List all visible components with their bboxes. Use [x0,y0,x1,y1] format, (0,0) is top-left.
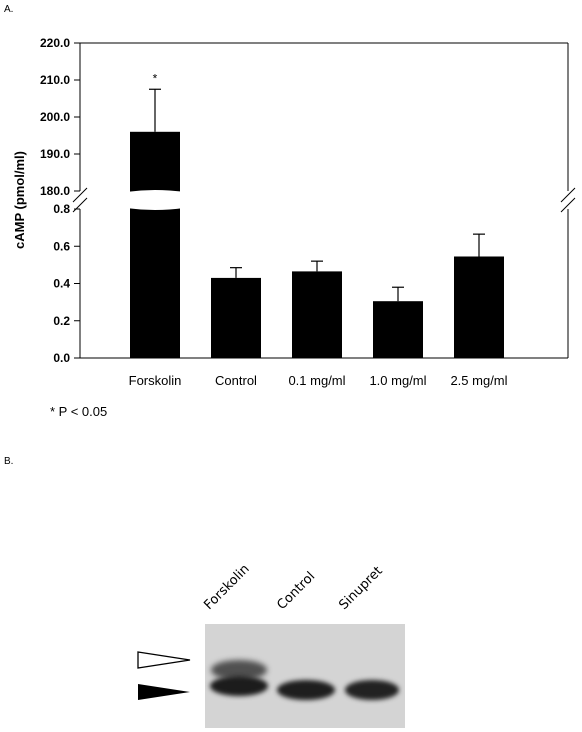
y-tick-label: 0.8 [53,202,70,216]
bar [454,256,504,358]
y-tick-label: 210.0 [40,73,70,87]
panel-b-label: B. [4,456,14,467]
x-tick-label: Control [215,373,257,388]
bar [211,277,261,358]
y-tick-label: 0.4 [53,277,70,291]
x-tick-label: 0.1 mg/ml [288,373,345,388]
y-tick-label: 200.0 [40,110,70,124]
bar-break-gap [126,190,184,210]
y-tick-label: 180.0 [40,184,70,198]
bar [130,131,180,358]
axis-break-mark [560,187,576,203]
y-axis-label: cAMP (pmol/ml) [12,151,27,249]
axis-break-mark [560,197,576,213]
axis-break-mark [72,187,88,203]
blot-lane-forskolin: Forskolin [201,561,253,613]
blot-lane-sinupret: Sinupret [336,563,386,613]
bar-chart: 0.0 0.2 0.4 0.6 0.8 180.0 190.0 200.0 210.0 220.0… [12,36,576,388]
open-arrow-icon [137,651,191,669]
blot-band-sinupret [345,680,399,700]
axis-break-mark [72,197,88,213]
filled-arrow-icon [138,684,190,700]
x-tick-label: Forskolin [129,373,182,388]
blot-band-forskolin-upper [211,660,267,680]
blot-lane-control: Control [274,569,319,613]
blot-band-forskolin-lower [210,676,268,696]
y-tick-label: 0.2 [53,314,70,328]
y-tick-label: 220.0 [40,36,70,50]
y-tick-label: 0.6 [53,239,70,253]
bar [373,301,423,358]
blot-band-control [277,680,335,700]
significance-marker: * [153,71,158,85]
bar [292,271,342,358]
x-tick-label: 2.5 mg/ml [450,373,507,388]
y-tick-label: 0.0 [53,351,70,365]
significance-note: * P < 0.05 [50,404,108,419]
x-tick-label: 1.0 mg/ml [369,373,426,388]
y-tick-label: 190.0 [40,147,70,161]
western-blot-image [205,624,405,728]
panel-a-label: A. [4,4,14,15]
